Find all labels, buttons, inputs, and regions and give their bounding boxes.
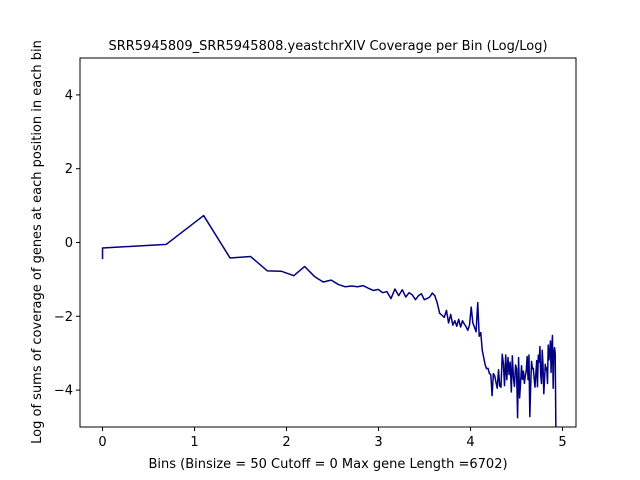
chart-title: SRR5945809_SRR5945808.yeastchrXIV Covera… <box>108 39 547 54</box>
x-axis-ticks: 0 1 2 3 4 5 <box>98 427 567 450</box>
y-tick-label: −4 <box>54 384 73 399</box>
y-tick-label: −2 <box>54 310 73 325</box>
y-tick-label: 2 <box>65 162 73 177</box>
coverage-line <box>101 214 557 428</box>
plot-area <box>79 57 577 428</box>
y-tick-label: 0 <box>65 236 73 251</box>
plot-frame <box>79 57 577 428</box>
x-tick-label: 5 <box>558 435 566 450</box>
y-tick-label: 4 <box>65 88 73 103</box>
x-tick-label: 1 <box>190 435 198 450</box>
x-tick-label: 0 <box>98 435 106 450</box>
x-tick-label: 2 <box>282 435 290 450</box>
x-tick-label: 4 <box>466 435 474 450</box>
x-axis-label: Bins (Binsize = 50 Cutoff = 0 Max gene L… <box>148 457 507 472</box>
y-axis-ticks: −4 −2 0 2 4 <box>54 88 80 399</box>
x-tick-label: 3 <box>374 435 382 450</box>
y-axis-label: Log of sums of coverage of genes at each… <box>30 40 45 444</box>
